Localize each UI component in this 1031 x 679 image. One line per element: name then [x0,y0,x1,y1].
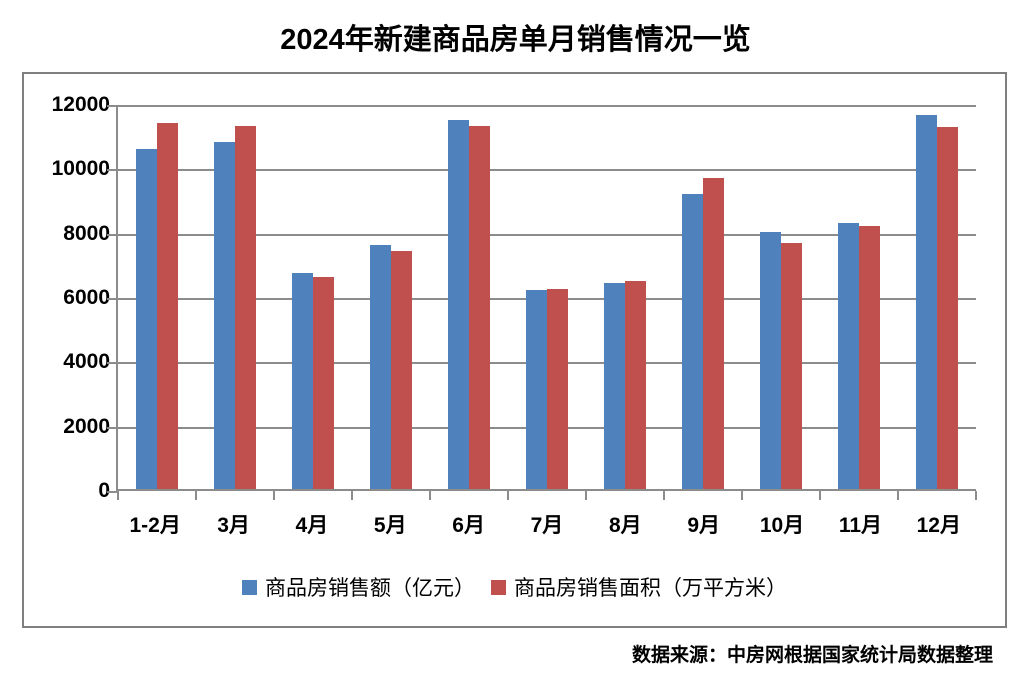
bar-area-4月 [313,277,334,489]
bar-sales-4月 [292,273,313,489]
bar-area-1-2月 [157,123,178,489]
x-tick-9 [819,491,821,500]
x-axis-label-10月: 10月 [759,514,805,537]
x-tick-11 [975,491,977,500]
y-axis-label-10000: 10000 [51,157,110,181]
y-axis-label-2000: 2000 [63,414,110,438]
bar-sales-12月 [916,115,937,489]
legend-item-area: 商品房销售面积（万平方米） [491,572,787,602]
x-tick-6 [585,491,587,500]
chart-title: 2024年新建商品房单月销售情况一览 [280,24,751,56]
bar-area-10月 [781,243,802,489]
bar-group-5月 [352,105,430,489]
bars-layer [118,105,976,489]
bar-sales-9月 [682,194,703,489]
bar-group-12月 [898,105,976,489]
x-axis-label-8月: 8月 [608,514,642,537]
bar-sales-6月 [448,120,469,489]
legend-item-sales: 商品房销售额（亿元） [242,572,475,602]
bar-sales-5月 [370,244,391,489]
bar-area-7月 [547,288,568,489]
bar-area-8月 [625,281,646,489]
gridline-10000 [118,169,976,172]
y-tick-2000 [107,426,118,429]
x-tick-7 [663,491,665,500]
bar-sales-11月 [838,222,859,489]
x-axis-label-11月: 11月 [838,514,883,537]
x-tick-2 [273,491,275,500]
bar-group-1-2月 [118,105,196,489]
bar-sales-8月 [604,283,625,489]
plot-area [107,105,977,500]
x-tick-4 [429,491,431,500]
y-tick-4000 [107,362,118,365]
bar-area-5月 [391,251,412,489]
bar-group-7月 [508,105,586,489]
x-tick-10 [897,491,899,500]
x-tick-0 [117,491,119,500]
y-axis-label-0: 0 [98,479,110,502]
x-tick-8 [741,491,743,500]
y-tick-0 [107,491,118,493]
legend-label-sales: 商品房销售额（亿元） [265,576,475,600]
bar-group-11月 [820,105,898,489]
x-axis-label-3月: 3月 [217,514,250,537]
bar-area-12月 [937,126,958,489]
x-axis-label-1-2月: 1-2月 [129,514,181,537]
y-tick-8000 [107,233,118,236]
x-axis-label-7月: 7月 [530,514,564,537]
y-tick-12000 [107,105,118,107]
x-axis-label-9月: 9月 [687,514,721,537]
x-tick-1 [195,491,197,500]
bar-group-3月 [196,105,274,489]
bar-area-9月 [703,177,724,489]
x-axis-label-12月: 12月 [916,514,961,537]
legend-swatch-sales [242,579,257,595]
bar-group-6月 [430,105,508,489]
x-tick-3 [351,491,353,500]
bar-sales-10月 [760,232,781,489]
bar-group-10月 [742,105,820,489]
y-axis-labels: 0 2000 4000 6000 8000 10000 12000 [24,93,110,502]
bar-area-11月 [859,225,880,489]
y-tick-6000 [107,298,118,300]
y-axis-label-12000: 12000 [51,93,110,116]
y-axis-label-4000: 4000 [63,350,110,374]
y-tick-10000 [107,169,118,172]
y-axis-label-8000: 8000 [63,221,110,245]
x-axis-label-6月: 6月 [452,514,485,537]
bar-group-8月 [586,105,664,489]
y-axis-label-6000: 6000 [63,286,110,309]
source-note: 数据来源：中房网根据国家统计局数据整理 [631,645,993,666]
bar-group-9月 [664,105,742,489]
x-axis-label-5月: 5月 [373,514,407,537]
bar-sales-7月 [526,289,547,489]
gridline-12000 [118,105,976,107]
x-tick-5 [507,491,509,500]
chart-box: 0 2000 4000 6000 8000 10000 12000 1-2月 3月 4月 5月 6月… [22,72,1007,628]
bar-sales-3月 [214,141,235,489]
x-axis-labels: 1-2月 3月 4月 5月 6月 7月 8月 9月 10月 11月 12月 [116,501,978,539]
legend: 商品房销售额（亿元） 商品房销售面积（万平方米） [24,572,1005,602]
bar-area-6月 [469,126,490,489]
x-axis-label-4月: 4月 [295,514,329,537]
legend-swatch-area [491,579,506,595]
bar-sales-1-2月 [136,149,157,489]
legend-label-area: 商品房销售面积（万平方米） [514,576,787,600]
bar-area-3月 [235,125,256,489]
gridline-8000 [118,233,976,236]
bar-group-4月 [274,105,352,489]
